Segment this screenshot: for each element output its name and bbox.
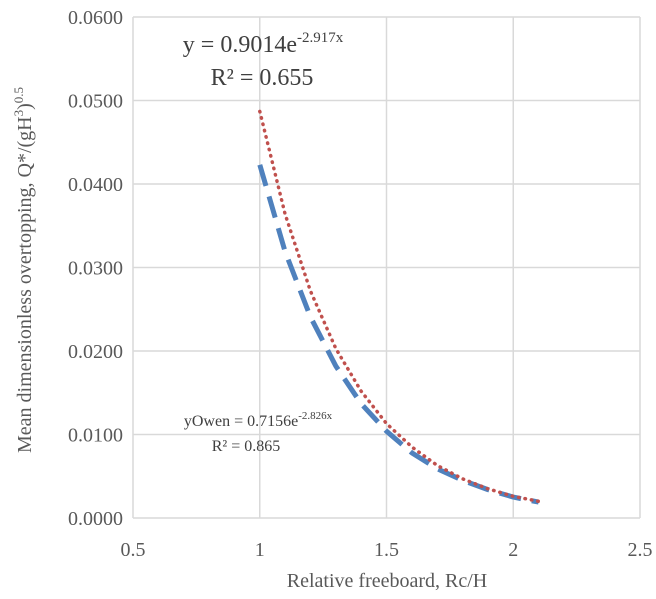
fit1-r2: R² = 0.655: [211, 65, 314, 91]
fit2-r2: R² = 0.865: [212, 438, 281, 455]
tick-labels: 0.0000 0.0100 0.0200 0.0300 0.0400 0.0500 0.06…: [68, 7, 653, 561]
dotted-fit-line: [258, 109, 541, 504]
y-tick-label: 0.0100: [68, 425, 123, 447]
dashed-fit-line: [257, 164, 540, 505]
x-tick-label: 1: [255, 539, 265, 561]
x-axis-title: Relative freeboard, Rc/H: [287, 570, 487, 592]
y-tick-label: 0.0200: [68, 341, 123, 363]
grid: [132, 16, 641, 519]
x-tick-label: 2: [508, 539, 518, 561]
fit2-equation: yOwen = 0.7156e-2.826x: [184, 410, 333, 430]
y-tick-label: 0.0500: [68, 91, 123, 113]
series: [257, 109, 541, 505]
y-tick-label: 0.0000: [68, 508, 123, 530]
y-tick-label: 0.0600: [68, 7, 123, 29]
fit1-equation: y = 0.9014e-2.917x: [183, 30, 344, 58]
x-tick-label: 1.5: [374, 539, 399, 561]
y-tick-label: 0.0400: [68, 174, 123, 196]
y-axis-title: Mean dimensionless overtopping, Q*/(gH3)…: [11, 87, 36, 453]
y-tick-label: 0.0300: [68, 258, 123, 280]
x-tick-label: 2.5: [628, 539, 653, 561]
x-tick-label: 0.5: [121, 539, 146, 561]
